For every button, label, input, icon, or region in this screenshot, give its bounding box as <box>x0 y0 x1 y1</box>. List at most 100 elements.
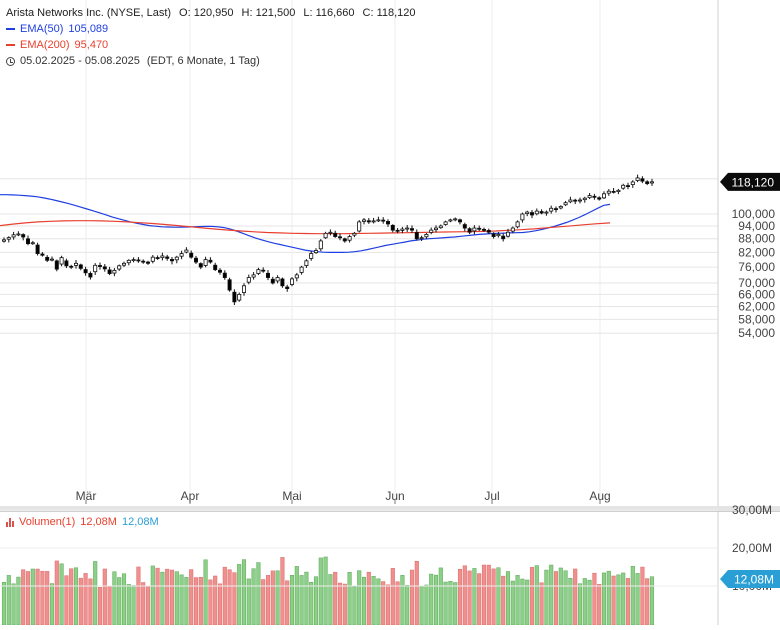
volume-bar <box>357 570 362 626</box>
volume-bar <box>1 582 7 626</box>
volume-bar <box>6 575 11 626</box>
candle-body <box>453 218 458 221</box>
candle-body <box>16 233 21 236</box>
close-label: C: 118,120 <box>362 7 416 19</box>
candle-body <box>606 190 611 194</box>
volume-bar <box>54 560 59 626</box>
candle-body <box>611 190 616 193</box>
ema50-value: 105,089 <box>68 23 109 35</box>
volume-bar <box>131 585 136 626</box>
volume-bar <box>189 569 194 626</box>
candle-body <box>433 227 438 231</box>
candle-body <box>40 253 45 256</box>
volume-bar <box>414 560 419 626</box>
volume-bar <box>45 571 50 626</box>
volume-bar <box>616 574 621 626</box>
price-tick-label: 58,000 <box>738 312 775 326</box>
volume-bar <box>69 568 74 626</box>
volume-bar <box>477 573 482 626</box>
candle-body <box>554 208 559 211</box>
candle-body <box>496 233 501 237</box>
volume-bar <box>160 571 165 626</box>
candle-body <box>98 265 103 267</box>
price-tick-label: 94,000 <box>738 219 775 233</box>
volume-bar <box>203 559 208 626</box>
volume-bar <box>136 566 141 626</box>
candle-body <box>309 253 314 259</box>
volume-bar <box>577 583 583 626</box>
volume-bar <box>395 581 400 626</box>
candle-body <box>122 262 127 266</box>
candle-body <box>193 257 198 263</box>
ema200-legend[interactable]: EMA(200) 95,470 <box>6 37 424 53</box>
volume-bar <box>515 575 520 626</box>
volume-bar <box>97 587 103 626</box>
high-label: H: 121,500 <box>241 7 296 19</box>
last-price-label: 118,120 <box>732 175 775 189</box>
volume-bar <box>366 571 371 626</box>
volume-bars <box>1 556 655 626</box>
candle-body <box>59 257 64 265</box>
ema200-swatch <box>6 44 15 46</box>
volume-bar <box>117 577 122 626</box>
candle-body <box>333 232 338 237</box>
volume-bar <box>237 564 242 626</box>
candle-body <box>592 195 597 198</box>
candle-body <box>602 193 607 199</box>
candle-body <box>467 228 472 233</box>
candle-body <box>261 269 266 272</box>
candle-body <box>510 227 515 232</box>
volume-bar <box>16 576 21 626</box>
volume-value: 12,08M <box>80 516 117 528</box>
candle-body <box>69 265 74 268</box>
candle-body <box>30 242 35 245</box>
volume-bar <box>443 581 448 626</box>
volume-bar <box>294 566 299 626</box>
candle-body <box>117 265 122 270</box>
candle-body <box>650 181 655 184</box>
volume-bar <box>285 580 290 626</box>
candle-body <box>64 260 69 267</box>
volume-bar <box>270 570 275 626</box>
volume-bar <box>481 564 487 626</box>
volume-bar <box>251 568 256 626</box>
volume-bar <box>198 576 203 626</box>
volume-bar <box>390 568 395 626</box>
candle-body <box>477 227 482 230</box>
ema50-legend[interactable]: EMA(50) 105,089 <box>6 21 424 37</box>
month-tick-label: Apr <box>181 489 200 503</box>
candle-body <box>141 260 146 263</box>
candle-body <box>318 240 323 250</box>
period-detail: (EDT, 6 Monate, 1 Tag) <box>146 55 260 67</box>
candle-body <box>102 266 107 270</box>
volume-bar <box>601 572 607 626</box>
volume-bar <box>208 579 213 626</box>
candle-body <box>241 285 246 293</box>
volume-bar <box>419 586 424 626</box>
candle-body <box>189 252 194 258</box>
candle-body <box>520 213 525 221</box>
volume-label: Volumen(1) <box>19 516 76 528</box>
volume-bar <box>381 581 386 626</box>
candle-body <box>621 184 626 189</box>
month-tick-label: Mai <box>282 489 301 503</box>
candle-body <box>50 258 55 261</box>
candle-body <box>409 228 414 231</box>
price-tick-label: 82,000 <box>738 245 775 259</box>
volume-bar <box>40 570 45 626</box>
candle-body <box>78 264 83 269</box>
volume-bar <box>400 575 405 626</box>
volume-bar <box>313 576 319 626</box>
candle-body <box>539 211 544 214</box>
candle-body <box>640 178 645 182</box>
candle-body <box>366 220 371 223</box>
volume-bar <box>486 564 491 626</box>
price-tick-label: 62,000 <box>738 299 775 313</box>
price-tick-label: 70,000 <box>738 276 775 290</box>
ema200-value: 95,470 <box>74 39 109 51</box>
volume-bar <box>93 561 98 626</box>
price-tick-label: 54,000 <box>738 326 775 340</box>
volume-bar <box>573 568 578 626</box>
